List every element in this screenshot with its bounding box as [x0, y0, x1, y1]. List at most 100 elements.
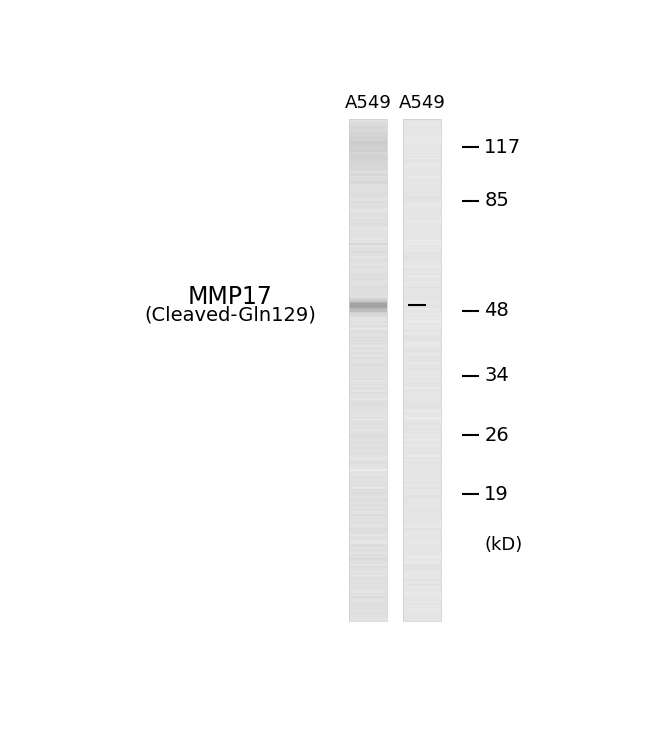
Bar [349, 142, 387, 144]
Bar [404, 397, 441, 399]
Bar [349, 592, 387, 593]
Bar [349, 216, 387, 218]
Bar [349, 229, 387, 231]
Bar [404, 180, 441, 181]
Bar [404, 246, 441, 248]
Bar [404, 334, 441, 335]
Bar [404, 600, 441, 601]
Bar [349, 476, 387, 477]
Bar [404, 366, 441, 369]
Text: (Cleaved-Gln129): (Cleaved-Gln129) [144, 306, 316, 325]
Bar [349, 238, 387, 240]
Bar [349, 400, 387, 402]
Bar [404, 417, 441, 419]
Bar [349, 292, 387, 293]
Bar [349, 519, 387, 521]
Bar [404, 147, 441, 149]
Bar [349, 504, 387, 506]
Bar [404, 226, 441, 228]
Bar [349, 382, 387, 383]
Bar [349, 206, 387, 207]
Bar [349, 313, 387, 315]
Bar [404, 457, 441, 459]
Bar [349, 257, 387, 258]
Bar [349, 183, 387, 184]
Bar [349, 571, 387, 572]
Bar [404, 524, 441, 526]
Bar [404, 325, 441, 327]
Bar [404, 308, 441, 310]
Bar [404, 464, 441, 465]
Bar [349, 215, 387, 216]
Bar [404, 405, 441, 407]
Bar [349, 259, 387, 262]
Bar [404, 387, 441, 388]
Bar [404, 382, 441, 383]
Bar [404, 233, 441, 235]
Bar [349, 141, 387, 142]
Bar [349, 541, 387, 542]
Bar [349, 435, 387, 437]
Text: 19: 19 [484, 485, 509, 504]
Bar [349, 395, 387, 397]
Bar [404, 551, 441, 553]
Bar [404, 429, 441, 430]
Bar [404, 241, 441, 243]
Bar [404, 563, 441, 564]
Bar [349, 318, 387, 320]
Bar [404, 542, 441, 545]
Bar [404, 610, 441, 611]
Bar [404, 288, 441, 290]
Bar [349, 536, 387, 537]
Bar [349, 325, 387, 327]
Bar [349, 459, 387, 460]
Bar [349, 596, 387, 598]
Bar [404, 313, 441, 315]
Bar [349, 322, 387, 323]
Bar [404, 456, 441, 457]
Bar [404, 275, 441, 276]
Bar [349, 506, 387, 507]
Bar [404, 163, 441, 164]
Bar [349, 211, 387, 213]
Bar [349, 576, 387, 578]
Bar [404, 388, 441, 390]
Bar [404, 273, 441, 275]
Bar [404, 287, 441, 288]
Bar [404, 451, 441, 452]
Bar [404, 421, 441, 422]
Bar [349, 477, 387, 479]
Bar [404, 254, 441, 257]
Bar [349, 119, 387, 622]
Bar [404, 121, 441, 122]
Bar [404, 257, 441, 258]
Bar [404, 509, 441, 511]
Bar [349, 432, 387, 434]
Bar [349, 394, 387, 395]
Bar [349, 198, 387, 199]
Bar [404, 335, 441, 336]
Text: 26: 26 [484, 426, 509, 445]
Bar [404, 290, 441, 292]
Bar [404, 476, 441, 477]
Bar [349, 593, 387, 594]
Bar [349, 580, 387, 581]
Bar [404, 231, 441, 233]
Bar [404, 322, 441, 323]
Bar [404, 412, 441, 413]
Bar [349, 231, 387, 233]
Bar [349, 161, 387, 163]
Bar [349, 542, 387, 545]
Bar [349, 189, 387, 191]
Bar [404, 243, 441, 245]
Bar [404, 196, 441, 198]
Bar [349, 549, 387, 551]
Bar [349, 374, 387, 375]
Bar [349, 188, 387, 189]
Bar [349, 471, 387, 472]
Bar [349, 615, 387, 616]
Bar [349, 447, 387, 449]
Bar [349, 441, 387, 442]
Bar [404, 245, 441, 246]
Bar [349, 474, 387, 476]
